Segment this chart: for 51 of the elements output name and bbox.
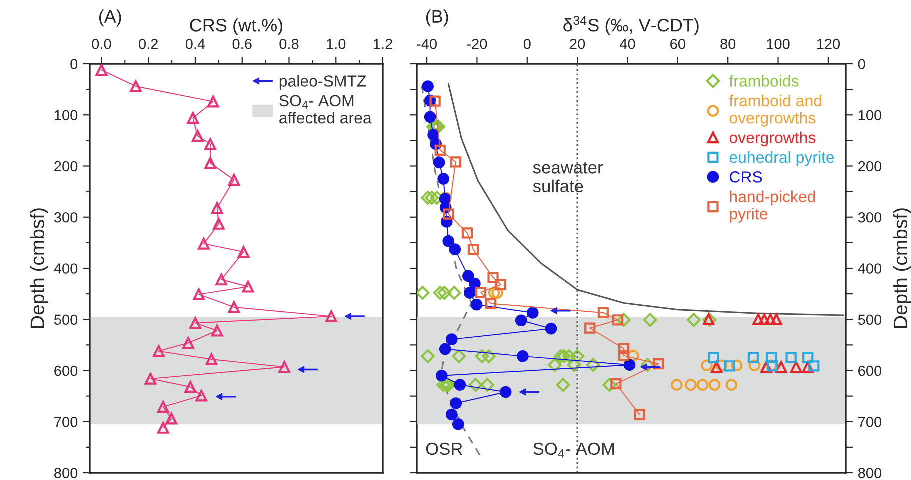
x-tick-label: 0.8 xyxy=(280,38,299,50)
x-tick-label: 40 xyxy=(620,38,636,50)
chart-title: (B) xyxy=(426,10,448,27)
y2-tick-label: 700 xyxy=(858,416,882,428)
x-axis-title: δ$^{34}$S (‰, V-CDT) xyxy=(564,16,699,36)
legend-label: overgrowths xyxy=(730,132,816,147)
y-axis-title: Depth (cmbsf) xyxy=(30,208,48,328)
y2-tick-label: 600 xyxy=(858,366,882,376)
y-tick-label: 300 xyxy=(54,212,78,223)
annotation: OSR xyxy=(426,442,462,456)
x-tick-label: 60 xyxy=(670,38,686,50)
x-tick-label: -40 xyxy=(417,38,438,50)
legend-label: framboid and overgrowths xyxy=(729,94,822,127)
y-tick-label: 400 xyxy=(54,264,78,274)
legend-label: euhedral pyrite xyxy=(730,151,834,166)
x-tick-label: 1.0 xyxy=(327,38,346,50)
legend-label: CRS xyxy=(730,172,762,183)
chart-title: (A) xyxy=(99,10,122,27)
x-tick-label: 0 xyxy=(524,38,531,50)
y2-tick-label: 800 xyxy=(858,468,882,478)
x-tick-label: 0.0 xyxy=(92,38,112,50)
x-tick-label: 80 xyxy=(720,38,736,50)
y2-tick-label: 100 xyxy=(858,110,882,121)
x-axis-title: CRS (wt.%) xyxy=(190,18,283,36)
x-tick-label: 0.2 xyxy=(139,38,158,50)
y-tick-label: 800 xyxy=(54,468,78,478)
x-tick-label: 100 xyxy=(767,38,790,50)
y-tick-label: 500 xyxy=(54,314,78,326)
x-tick-label: 120 xyxy=(817,38,840,50)
y2-tick-label: 300 xyxy=(858,212,882,223)
annotation: SO$_{4}$- AOM xyxy=(534,442,614,458)
y2-tick-label: 0 xyxy=(858,59,866,70)
y-tick-label: 600 xyxy=(54,366,78,376)
annotation: seawater sulfate xyxy=(533,162,603,193)
y2-tick-label: 500 xyxy=(858,314,882,326)
legend-label: SO$_{4}$- AOM affected area xyxy=(280,95,372,124)
legend-label: framboids xyxy=(729,75,799,87)
x-tick-label: 0.4 xyxy=(186,38,206,50)
y-tick-label: 200 xyxy=(54,161,78,172)
y2-tick-label: 400 xyxy=(858,264,882,274)
legend-label: hand-picked pyrite xyxy=(730,190,816,223)
y2-axis-title: Depth (cmbsf) xyxy=(893,208,911,328)
y-tick-label: 0 xyxy=(70,59,78,70)
y2-tick-label: 200 xyxy=(858,161,882,172)
y-tick-label: 700 xyxy=(54,416,78,428)
y-tick-label: 100 xyxy=(54,110,78,121)
x-tick-label: 0.6 xyxy=(232,38,252,50)
x-tick-label: 1.2 xyxy=(374,38,392,50)
x-tick-label: -20 xyxy=(467,38,488,50)
legend-label: paleo-SMTZ xyxy=(280,75,366,90)
x-tick-label: 20 xyxy=(570,38,586,50)
